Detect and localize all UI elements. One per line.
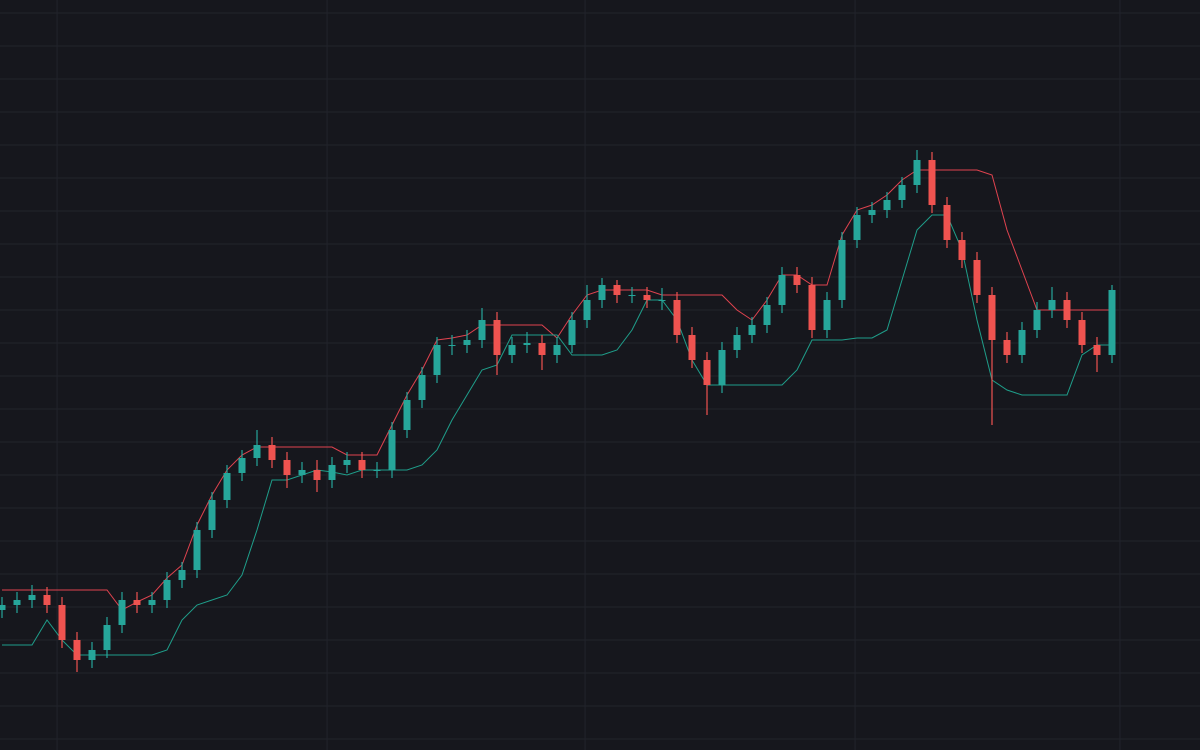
candle-body [298, 470, 306, 475]
band-line [2, 214, 1112, 656]
candle-body [508, 345, 516, 355]
candle-body [448, 345, 456, 346]
candle-body [958, 240, 966, 260]
candle-body [343, 460, 351, 465]
candle-body [688, 335, 696, 360]
candle-body [0, 605, 6, 610]
candle-body [418, 375, 426, 400]
candle-body [73, 640, 81, 660]
candle-body [178, 570, 186, 580]
candle-body [868, 210, 876, 215]
candle-body [733, 335, 741, 350]
candle-body [403, 400, 411, 430]
candle-body [433, 345, 441, 375]
candle-body [613, 285, 621, 295]
candle-body [358, 460, 366, 470]
candle-body [988, 295, 996, 340]
candle-body [658, 300, 666, 301]
candle-body [883, 200, 891, 210]
candle-body [58, 605, 66, 640]
candle-body [478, 320, 486, 340]
candle-body [163, 580, 171, 600]
candle-body [973, 260, 981, 295]
candle-body [1063, 300, 1071, 320]
candle-body [88, 650, 96, 660]
candle-body [493, 320, 501, 355]
candle-body [238, 458, 246, 473]
candle-body [643, 295, 651, 300]
candle-body [1048, 300, 1056, 310]
candle-body [28, 595, 36, 600]
candle-body [148, 600, 156, 605]
candle-body [328, 465, 336, 480]
candle-body [793, 275, 801, 285]
candle-body [928, 160, 936, 205]
candle-body [748, 325, 756, 335]
candle-body [838, 240, 846, 300]
candles [0, 150, 1116, 672]
candle-body [463, 340, 471, 345]
candle-body [313, 470, 321, 480]
candle-body [538, 343, 546, 355]
candle-body [763, 305, 771, 325]
candle-body [598, 285, 606, 300]
candle-body [253, 445, 261, 458]
candle-body [13, 600, 21, 605]
candle-body [1018, 330, 1026, 355]
candle-body [1093, 345, 1101, 355]
candle-body [1078, 320, 1086, 345]
candle-body [913, 160, 921, 185]
candle-body [778, 275, 786, 305]
candle-body [808, 285, 816, 330]
candle-body [673, 300, 681, 335]
candle-body [193, 530, 201, 570]
candle-body [718, 350, 726, 385]
candle-body [118, 600, 126, 625]
candle-body [943, 205, 951, 240]
candle-body [628, 295, 636, 296]
candle-body [853, 215, 861, 240]
candle-body [133, 600, 141, 605]
candle-body [268, 445, 276, 460]
candle-body [208, 500, 216, 530]
candle-body [823, 300, 831, 330]
candle-body [1003, 340, 1011, 355]
candle-body [583, 300, 591, 320]
candle-body [1033, 310, 1041, 330]
candle-body [373, 470, 381, 471]
candle-body [568, 320, 576, 345]
candle-body [103, 625, 111, 650]
candle-body [283, 460, 291, 475]
candle-body [553, 345, 561, 355]
candle-body [1108, 290, 1116, 355]
candle-body [898, 185, 906, 200]
candle-body [523, 343, 531, 345]
candle-body [43, 595, 51, 605]
candle-body [388, 430, 396, 470]
candle-body [703, 360, 711, 385]
candle-body [223, 473, 231, 500]
